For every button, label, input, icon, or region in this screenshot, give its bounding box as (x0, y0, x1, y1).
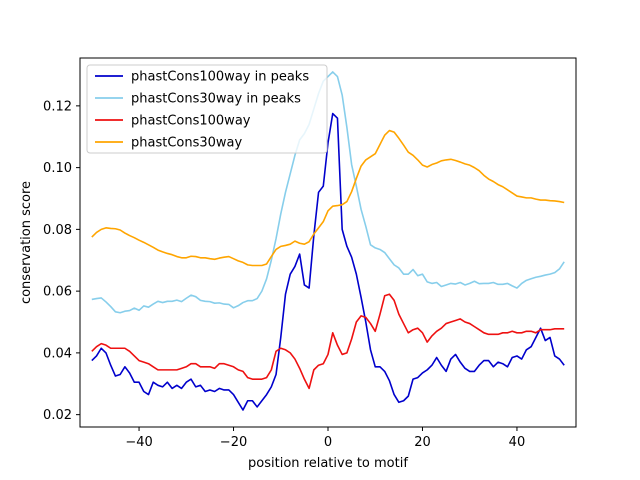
legend-label-3: phastCons30way (131, 136, 243, 151)
y-tick-label-0: 0.02 (43, 408, 72, 423)
x-tick-label-3: 20 (414, 435, 431, 450)
x-tick-label-0: −40 (125, 435, 152, 450)
x-tick-label-4: 40 (509, 435, 526, 450)
y-tick-label-2: 0.06 (43, 285, 72, 300)
y-axis-label: conservation score (19, 181, 34, 304)
series-layer (91, 71, 565, 411)
x-axis-label: position relative to motif (248, 456, 408, 471)
series-line-3 (91, 129, 565, 267)
series-line-2 (91, 293, 565, 390)
y-tick-label-3: 0.08 (43, 223, 72, 238)
legend-label-1: phastCons30way in peaks (131, 92, 301, 107)
legend-label-0: phastCons100way in peaks (131, 70, 309, 85)
series-line-1 (91, 71, 565, 314)
y-tick-label-4: 0.10 (43, 161, 72, 176)
legend-label-2: phastCons100way (131, 114, 251, 129)
x-axis: −40 −20 0 20 40 (125, 427, 525, 450)
y-tick-label-5: 0.12 (43, 99, 72, 114)
series-line-0 (91, 112, 565, 411)
x-tick-label-1: −20 (220, 435, 247, 450)
y-axis: 0.02 0.04 0.06 0.08 0.10 0.12 (43, 99, 80, 423)
legend: phastCons100way in peaks phastCons30way i… (86, 64, 328, 154)
legend-box (86, 64, 328, 154)
x-tick-label-2: 0 (324, 435, 332, 450)
y-tick-label-1: 0.04 (43, 346, 72, 361)
